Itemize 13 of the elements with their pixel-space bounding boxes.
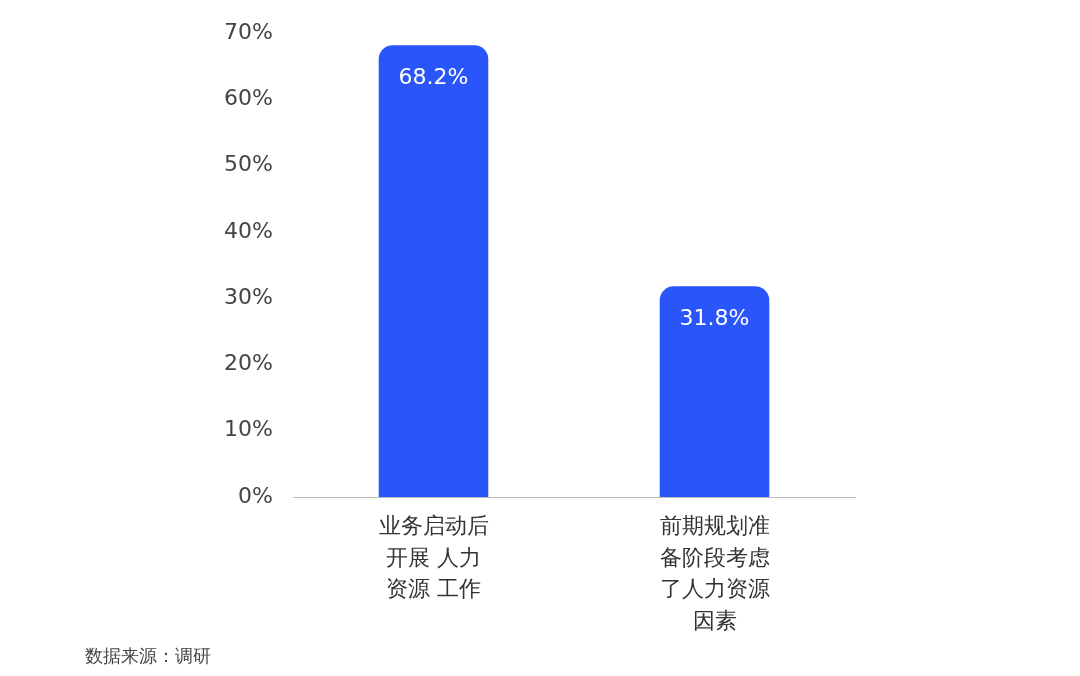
y-tick-label: 20% (224, 350, 273, 376)
y-tick-label: 30% (224, 283, 273, 309)
data-label: 31.8% (679, 305, 750, 331)
data-label: 68.2% (398, 63, 469, 89)
y-tick-label: 10% (224, 416, 273, 442)
y-tick-label: 70% (224, 18, 273, 44)
y-tick-label: 50% (224, 151, 273, 177)
x-tick-label: 业务启动后开展 人力资源 工作 (378, 512, 489, 602)
x-tick-label: 前期规划准备阶段考虑了人力资源因素 (659, 512, 770, 634)
y-tick-label: 0% (238, 482, 273, 508)
source-note: 数据来源：调研 (85, 644, 211, 666)
y-tick-label: 40% (224, 217, 273, 243)
y-tick-label: 60% (224, 85, 273, 111)
